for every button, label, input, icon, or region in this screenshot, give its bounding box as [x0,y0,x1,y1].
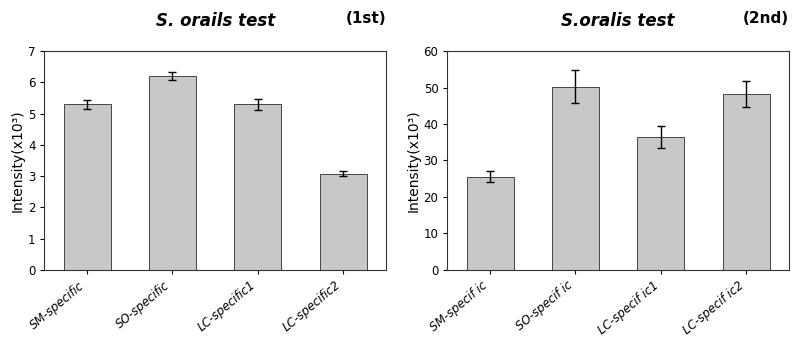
Bar [234,104,282,270]
Bar [64,104,110,270]
Bar [149,76,196,270]
Bar [722,94,770,270]
Text: (1st): (1st) [346,11,386,26]
Title: S. orails test: S. orails test [155,12,274,30]
Bar [320,174,366,270]
Title: S.oralis test: S.oralis test [562,12,675,30]
Bar [638,137,684,270]
Bar [552,87,599,270]
Y-axis label: Intensity(x10³): Intensity(x10³) [11,109,25,212]
Bar [466,177,514,270]
Text: (2nd): (2nd) [742,11,789,26]
Y-axis label: Intensity(x10³): Intensity(x10³) [406,109,421,212]
